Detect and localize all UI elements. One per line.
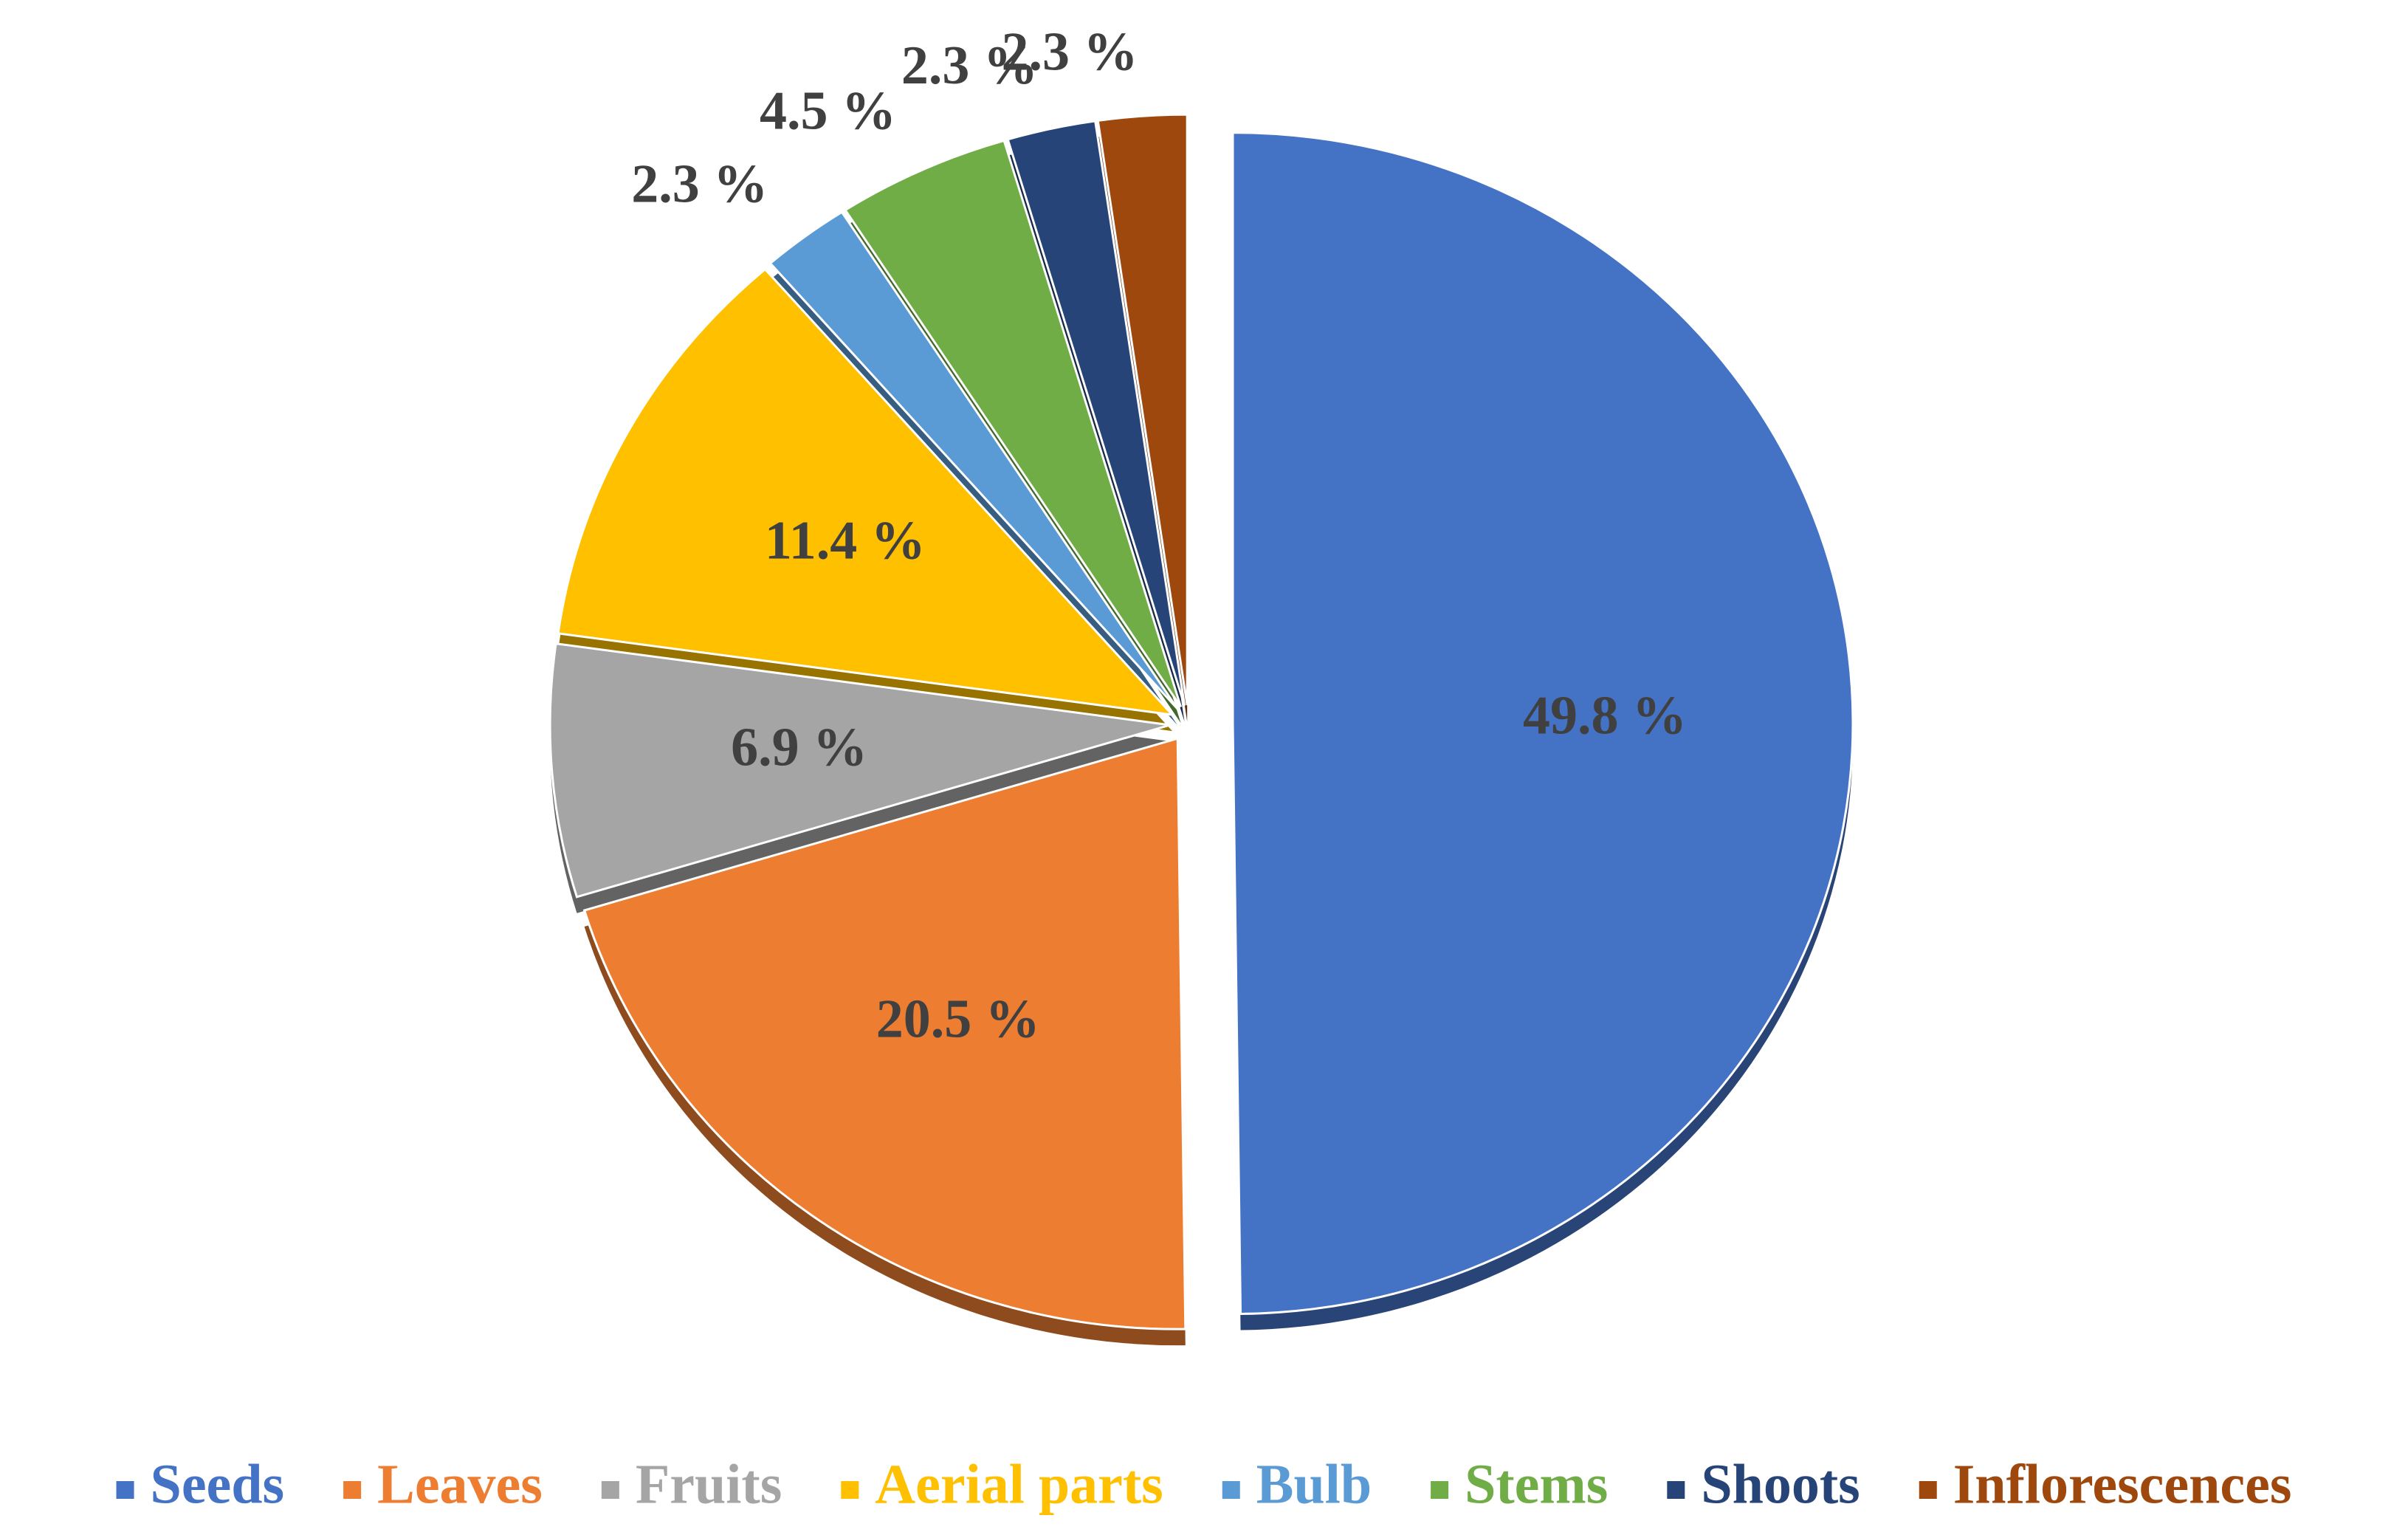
legend-swatch [343, 1481, 362, 1499]
data-label: 49.8 % [1523, 686, 1687, 746]
legend: Seeds Leaves Fruits Aerial parts Bulb Stems Sh… [116, 1453, 2292, 1515]
slice [1006, 120, 1186, 707]
slice [1231, 131, 1854, 1316]
legend-swatch [841, 1481, 859, 1499]
legend-label: Fruits [636, 1453, 782, 1515]
data-label: 4.5 % [760, 81, 896, 142]
legend-label: Aerial parts [875, 1453, 1163, 1515]
slice [843, 139, 1183, 708]
slice [1096, 113, 1188, 706]
legend-label: Inflorescences [1953, 1453, 2292, 1515]
legend-label: Seeds [151, 1453, 285, 1515]
data-label: 2.3 % [901, 35, 1038, 96]
data-label: 2.3 % [1001, 21, 1138, 82]
legend-label: Leaves [377, 1453, 543, 1515]
data-label: 11.4 % [765, 510, 926, 571]
legend-label: Stems [1465, 1453, 1608, 1515]
slice [557, 267, 1175, 717]
legend-label: Shoots [1701, 1453, 1860, 1515]
data-label: 20.5 % [876, 989, 1040, 1050]
legend-swatch [601, 1481, 619, 1499]
legend-swatch [1919, 1481, 1937, 1499]
legend-swatch [1222, 1481, 1240, 1499]
legend-label: Bulb [1256, 1453, 1372, 1515]
legend-swatch [1667, 1481, 1685, 1499]
legend-swatch [116, 1481, 134, 1499]
slice [768, 210, 1179, 710]
data-label: 2.3 % [631, 154, 768, 214]
legend-swatch [1431, 1481, 1449, 1499]
slice [548, 642, 1171, 899]
data-label: 6.9 % [731, 718, 867, 778]
slice [582, 737, 1187, 1330]
